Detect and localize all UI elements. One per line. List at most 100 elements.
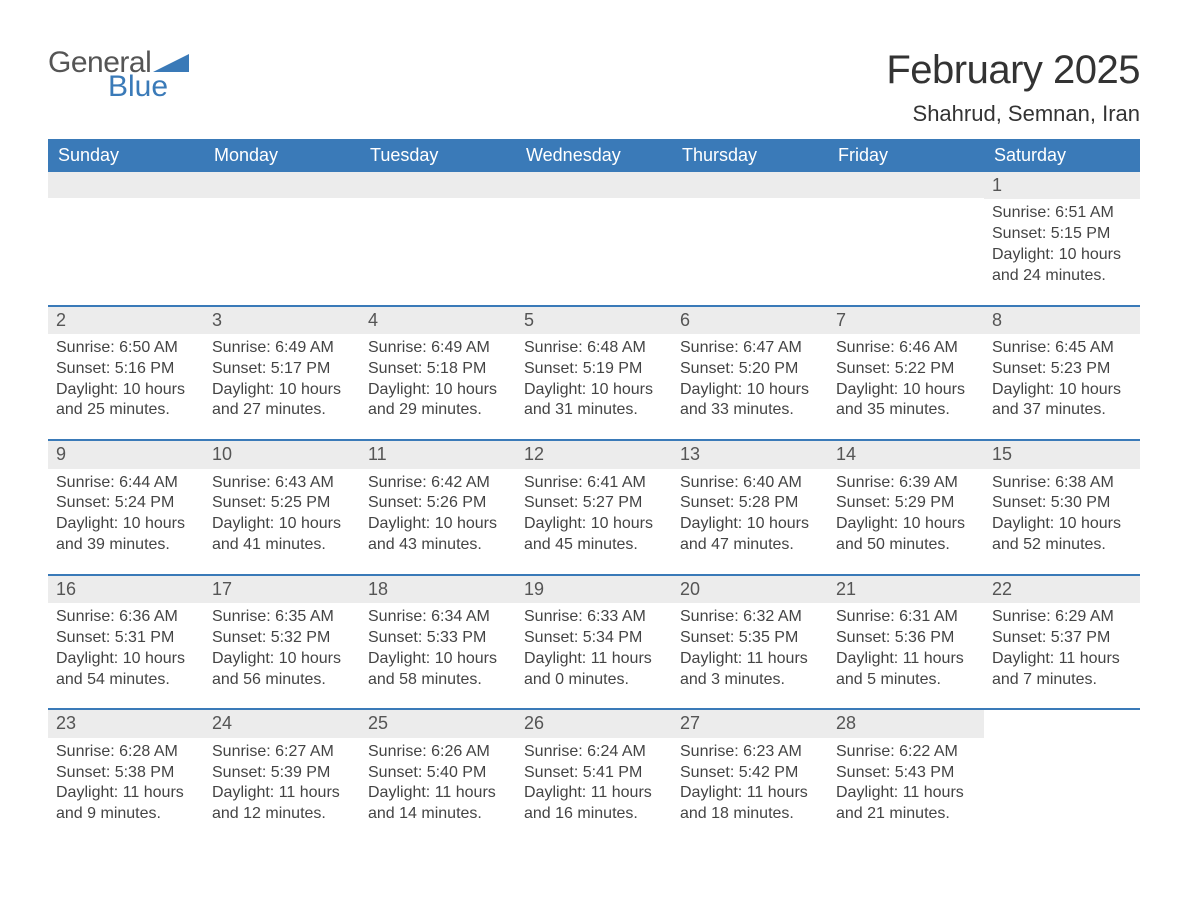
- daylight1-text: Daylight: 11 hours: [836, 649, 976, 670]
- calendar-cell: 20Sunrise: 6:32 AMSunset: 5:35 PMDayligh…: [672, 576, 828, 709]
- daylight1-text: Daylight: 10 hours: [368, 514, 508, 535]
- calendar-cell: 19Sunrise: 6:33 AMSunset: 5:34 PMDayligh…: [516, 576, 672, 709]
- daylight2-text: and 37 minutes.: [992, 400, 1132, 421]
- sunrise-text: Sunrise: 6:49 AM: [212, 338, 352, 359]
- sunset-text: Sunset: 5:29 PM: [836, 493, 976, 514]
- sunset-text: Sunset: 5:30 PM: [992, 493, 1132, 514]
- daylight1-text: Daylight: 10 hours: [836, 380, 976, 401]
- daylight2-text: and 35 minutes.: [836, 400, 976, 421]
- day-number: 18: [360, 576, 516, 603]
- day-number: 19: [516, 576, 672, 603]
- day-header-cell: Monday: [204, 139, 360, 172]
- day-number: [360, 172, 516, 198]
- sunrise-text: Sunrise: 6:34 AM: [368, 607, 508, 628]
- day-header-cell: Friday: [828, 139, 984, 172]
- sunrise-text: Sunrise: 6:33 AM: [524, 607, 664, 628]
- day-number: 21: [828, 576, 984, 603]
- sunrise-text: Sunrise: 6:28 AM: [56, 742, 196, 763]
- day-number: 25: [360, 710, 516, 737]
- sunrise-text: Sunrise: 6:45 AM: [992, 338, 1132, 359]
- calendar-cell: 24Sunrise: 6:27 AMSunset: 5:39 PMDayligh…: [204, 710, 360, 843]
- daylight2-text: and 56 minutes.: [212, 670, 352, 691]
- calendar-cell: 2Sunrise: 6:50 AMSunset: 5:16 PMDaylight…: [48, 307, 204, 440]
- daylight1-text: Daylight: 11 hours: [680, 783, 820, 804]
- sunrise-text: Sunrise: 6:29 AM: [992, 607, 1132, 628]
- day-number: 1: [984, 172, 1140, 199]
- calendar-cell: 25Sunrise: 6:26 AMSunset: 5:40 PMDayligh…: [360, 710, 516, 843]
- calendar-cell-empty: [204, 172, 360, 305]
- day-header-cell: Sunday: [48, 139, 204, 172]
- daylight2-text: and 31 minutes.: [524, 400, 664, 421]
- daylight1-text: Daylight: 11 hours: [368, 783, 508, 804]
- daylight1-text: Daylight: 10 hours: [680, 514, 820, 535]
- sunrise-text: Sunrise: 6:36 AM: [56, 607, 196, 628]
- daylight2-text: and 45 minutes.: [524, 535, 664, 556]
- location: Shahrud, Semnan, Iran: [886, 101, 1140, 127]
- sunset-text: Sunset: 5:20 PM: [680, 359, 820, 380]
- day-number: 10: [204, 441, 360, 468]
- calendar-cell: 11Sunrise: 6:42 AMSunset: 5:26 PMDayligh…: [360, 441, 516, 574]
- sunrise-text: Sunrise: 6:49 AM: [368, 338, 508, 359]
- calendar-cell-empty: [672, 172, 828, 305]
- weeks-container: 1Sunrise: 6:51 AMSunset: 5:15 PMDaylight…: [48, 172, 1140, 843]
- sunset-text: Sunset: 5:24 PM: [56, 493, 196, 514]
- daylight1-text: Daylight: 10 hours: [56, 649, 196, 670]
- daylight1-text: Daylight: 10 hours: [992, 380, 1132, 401]
- day-number: 6: [672, 307, 828, 334]
- daylight2-text: and 21 minutes.: [836, 804, 976, 825]
- daylight2-text: and 47 minutes.: [680, 535, 820, 556]
- day-number: 20: [672, 576, 828, 603]
- day-header-cell: Saturday: [984, 139, 1140, 172]
- sunset-text: Sunset: 5:18 PM: [368, 359, 508, 380]
- sunset-text: Sunset: 5:28 PM: [680, 493, 820, 514]
- daylight2-text: and 33 minutes.: [680, 400, 820, 421]
- daylight1-text: Daylight: 11 hours: [212, 783, 352, 804]
- day-number: 13: [672, 441, 828, 468]
- daylight1-text: Daylight: 10 hours: [992, 514, 1132, 535]
- sunset-text: Sunset: 5:34 PM: [524, 628, 664, 649]
- calendar-cell: 13Sunrise: 6:40 AMSunset: 5:28 PMDayligh…: [672, 441, 828, 574]
- sunrise-text: Sunrise: 6:24 AM: [524, 742, 664, 763]
- day-number: 4: [360, 307, 516, 334]
- sunset-text: Sunset: 5:38 PM: [56, 763, 196, 784]
- sunset-text: Sunset: 5:41 PM: [524, 763, 664, 784]
- day-number: 15: [984, 441, 1140, 468]
- calendar-cell: 7Sunrise: 6:46 AMSunset: 5:22 PMDaylight…: [828, 307, 984, 440]
- sunrise-text: Sunrise: 6:42 AM: [368, 473, 508, 494]
- day-number: 11: [360, 441, 516, 468]
- sunrise-text: Sunrise: 6:44 AM: [56, 473, 196, 494]
- daylight1-text: Daylight: 11 hours: [836, 783, 976, 804]
- daylight2-text: and 12 minutes.: [212, 804, 352, 825]
- calendar-cell: 6Sunrise: 6:47 AMSunset: 5:20 PMDaylight…: [672, 307, 828, 440]
- week-row: 23Sunrise: 6:28 AMSunset: 5:38 PMDayligh…: [48, 708, 1140, 843]
- sunset-text: Sunset: 5:36 PM: [836, 628, 976, 649]
- calendar-cell: 12Sunrise: 6:41 AMSunset: 5:27 PMDayligh…: [516, 441, 672, 574]
- sunrise-text: Sunrise: 6:39 AM: [836, 473, 976, 494]
- sunset-text: Sunset: 5:35 PM: [680, 628, 820, 649]
- sunset-text: Sunset: 5:33 PM: [368, 628, 508, 649]
- day-number: [204, 172, 360, 198]
- day-number: [828, 172, 984, 198]
- daylight1-text: Daylight: 10 hours: [212, 380, 352, 401]
- daylight2-text: and 43 minutes.: [368, 535, 508, 556]
- daylight2-text: and 50 minutes.: [836, 535, 976, 556]
- daylight2-text: and 52 minutes.: [992, 535, 1132, 556]
- daylight1-text: Daylight: 10 hours: [56, 380, 196, 401]
- sunrise-text: Sunrise: 6:31 AM: [836, 607, 976, 628]
- sunrise-text: Sunrise: 6:32 AM: [680, 607, 820, 628]
- sunrise-text: Sunrise: 6:46 AM: [836, 338, 976, 359]
- sunrise-text: Sunrise: 6:50 AM: [56, 338, 196, 359]
- daylight2-text: and 24 minutes.: [992, 266, 1132, 287]
- sunset-text: Sunset: 5:42 PM: [680, 763, 820, 784]
- calendar-cell: 15Sunrise: 6:38 AMSunset: 5:30 PMDayligh…: [984, 441, 1140, 574]
- sunrise-text: Sunrise: 6:23 AM: [680, 742, 820, 763]
- sunset-text: Sunset: 5:16 PM: [56, 359, 196, 380]
- daylight2-text: and 27 minutes.: [212, 400, 352, 421]
- day-number: [672, 172, 828, 198]
- daylight2-text: and 14 minutes.: [368, 804, 508, 825]
- sunrise-text: Sunrise: 6:47 AM: [680, 338, 820, 359]
- day-number: 5: [516, 307, 672, 334]
- day-number: 8: [984, 307, 1140, 334]
- calendar-cell: 17Sunrise: 6:35 AMSunset: 5:32 PMDayligh…: [204, 576, 360, 709]
- day-header-row: SundayMondayTuesdayWednesdayThursdayFrid…: [48, 139, 1140, 172]
